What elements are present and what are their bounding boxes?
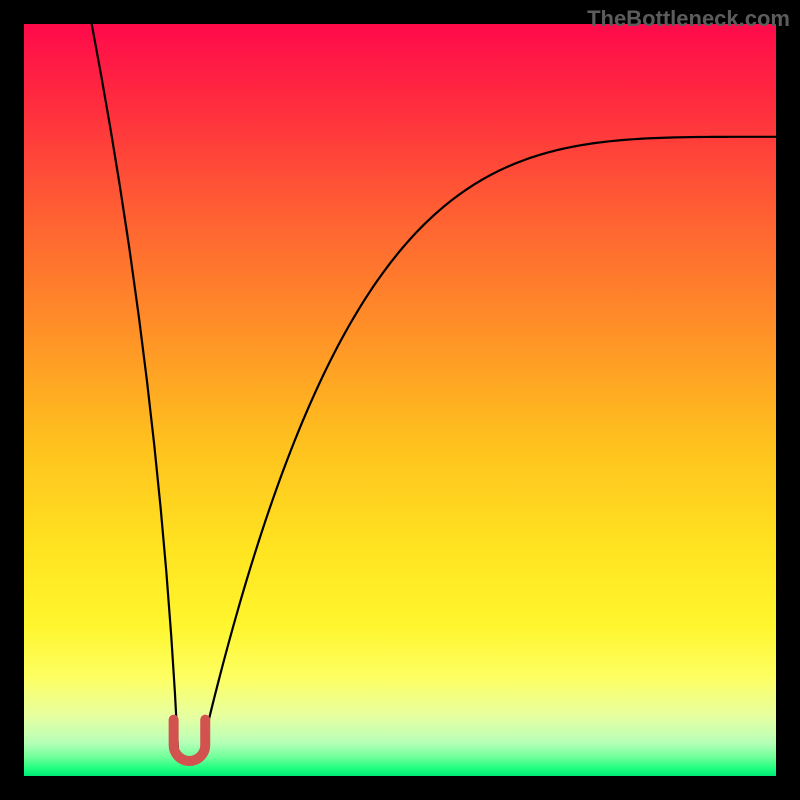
chart-svg xyxy=(0,0,800,800)
bottleneck-chart: TheBottleneck.com xyxy=(0,0,800,800)
